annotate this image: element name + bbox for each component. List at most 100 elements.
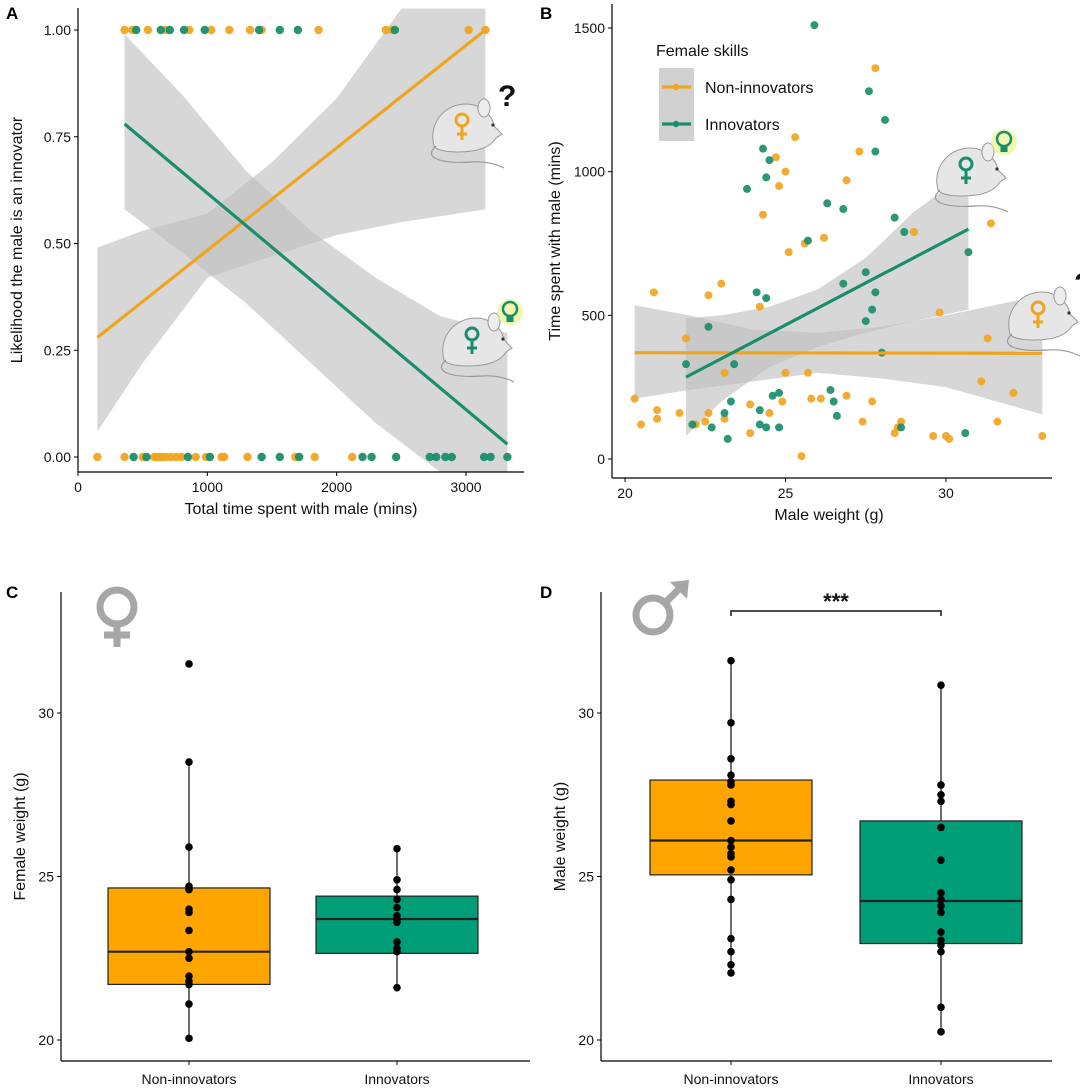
data-point	[871, 64, 880, 73]
data-point	[727, 875, 735, 884]
x-tick-label: Innovators	[908, 1071, 973, 1087]
data-point	[486, 452, 495, 462]
data-point	[293, 25, 303, 35]
data-point	[759, 210, 768, 219]
y-axis-title: Time spent with male (mins)	[547, 141, 564, 340]
data-point	[762, 294, 771, 303]
data-point	[752, 288, 761, 297]
data-point	[185, 926, 193, 935]
data-point	[803, 236, 812, 245]
y-tick-label: 30	[578, 705, 594, 721]
data-point	[775, 388, 784, 397]
data-point	[727, 866, 735, 874]
x-tick-label: Non-innovators	[142, 1071, 237, 1087]
data-point	[937, 856, 945, 864]
legend-label: Innovators	[705, 117, 780, 134]
data-point	[727, 843, 735, 851]
fit-line-innovators	[685, 227, 970, 379]
data-point	[807, 394, 816, 403]
data-point	[765, 156, 774, 165]
data-point	[675, 409, 684, 418]
data-point	[890, 213, 899, 222]
data-point	[937, 889, 945, 897]
data-point	[768, 391, 777, 400]
y-tick-label: 0.00	[44, 449, 71, 465]
data-point	[937, 681, 945, 690]
data-point	[937, 790, 945, 799]
fit-line-non-innovators	[634, 351, 1043, 355]
panel-b: 0 500 1000 1500 20 25 30 Male weight (g) Time sp…	[547, 4, 1080, 524]
data-point	[937, 902, 945, 910]
data-point	[637, 420, 646, 429]
lightbulb-icon	[497, 299, 523, 325]
data-point	[868, 397, 877, 406]
data-point	[775, 423, 784, 432]
data-point	[727, 719, 735, 727]
data-point	[937, 928, 945, 936]
data-point	[727, 895, 735, 904]
data-point	[245, 25, 255, 35]
data-point	[177, 452, 186, 462]
box-innovators	[859, 681, 1023, 1036]
data-point	[797, 452, 806, 461]
x-tick-label: 30	[938, 485, 954, 501]
data-point	[393, 983, 401, 992]
mouse-tail	[934, 189, 1009, 213]
data-point	[314, 25, 323, 35]
y-axis-title: Female weight (g)	[12, 772, 29, 900]
data-point	[868, 305, 877, 314]
data-point	[393, 895, 401, 904]
x-axis-title: Male weight (g)	[774, 507, 883, 524]
data-point	[727, 754, 735, 763]
panel-c: 20 25 30 Non-innovators Innovators Female wei…	[12, 586, 530, 1087]
data-point	[681, 360, 690, 369]
y-tick-label: 0.25	[44, 342, 71, 358]
data-point	[219, 452, 229, 462]
data-point	[381, 25, 391, 35]
y-tick-label: 500	[582, 307, 606, 323]
data-point	[704, 409, 713, 418]
box-body	[859, 820, 1023, 945]
data-point	[704, 291, 713, 300]
panel-label-b: B	[540, 4, 552, 23]
data-point	[746, 400, 755, 409]
data-point	[441, 452, 450, 462]
mouse-ear	[487, 312, 501, 332]
data-point	[225, 25, 234, 35]
x-axis-title: Total time spent with male (mins)	[185, 501, 418, 518]
data-point	[120, 452, 129, 462]
data-point	[820, 233, 829, 242]
box-body	[107, 887, 271, 986]
data-point	[937, 941, 945, 949]
ci-band-non-innovators	[634, 295, 1043, 415]
data-point	[727, 781, 735, 789]
mouse-tail	[440, 359, 515, 383]
y-tick-label: 30	[38, 705, 54, 721]
data-point	[207, 25, 216, 35]
data-point	[707, 423, 716, 432]
mouse-tail	[1006, 333, 1080, 357]
data-point	[720, 414, 729, 423]
bulb-base	[1000, 146, 1008, 152]
data-point	[861, 268, 870, 277]
data-point	[762, 423, 771, 432]
data-point	[961, 429, 970, 438]
data-point	[1009, 388, 1018, 397]
data-point	[762, 173, 771, 182]
data-point	[977, 377, 986, 386]
y-tick-label: 0	[597, 451, 605, 467]
data-point	[842, 176, 851, 185]
x-tick-label: 25	[778, 485, 794, 501]
data-point	[191, 452, 200, 462]
data-point	[742, 184, 751, 193]
data-point	[275, 25, 284, 35]
legend: Female skills Non-innovators Innovators	[656, 43, 814, 141]
question-mark-icon: ?	[498, 80, 516, 113]
data-point	[937, 781, 945, 789]
mouse-body	[1008, 291, 1079, 341]
panel-label-c: C	[6, 583, 18, 602]
data-point	[993, 417, 1002, 426]
data-point	[717, 279, 726, 288]
data-point	[909, 228, 918, 237]
data-point	[185, 1034, 193, 1043]
